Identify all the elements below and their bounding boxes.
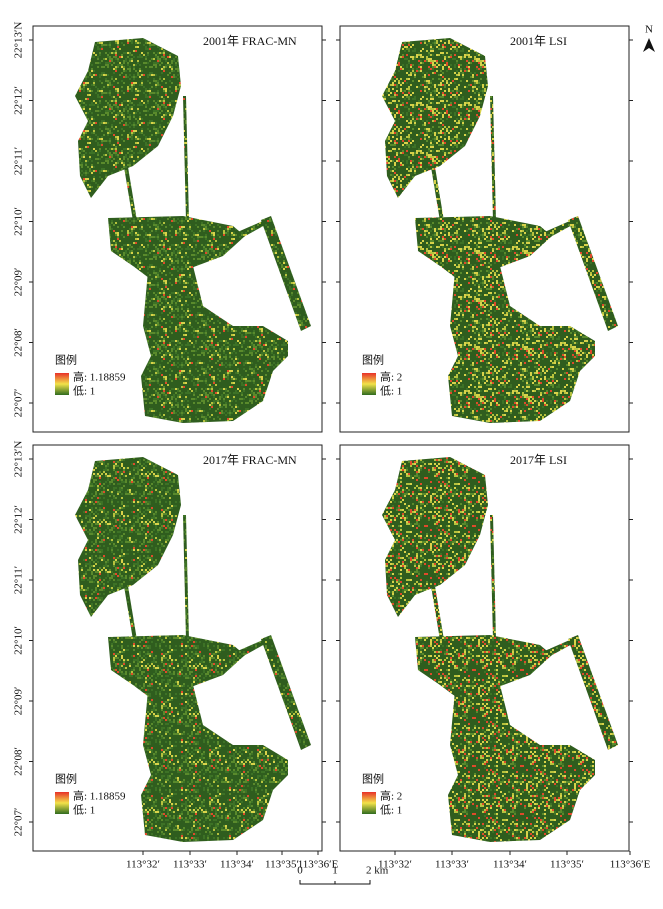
longitude-label: 113°33′	[435, 859, 469, 871]
latitude-label: 22°13′N	[13, 441, 25, 478]
legend-swatch	[55, 792, 69, 814]
legend-high: 高: 2	[380, 370, 402, 384]
latitude-label: 22°08′	[13, 328, 25, 357]
latitude-label: 22°07′	[13, 389, 25, 418]
latitude-label: 22°09′	[13, 268, 25, 297]
longitude-label: 113°32′	[378, 859, 412, 871]
longitude-label: 113°34′	[220, 859, 254, 871]
legend-title: 图例	[362, 353, 384, 367]
scale-label: 1	[332, 865, 338, 877]
longitude-label: 113°36′E	[298, 859, 339, 871]
longitude-label: 113°35′	[265, 859, 299, 871]
legend-high: 高: 2	[380, 789, 402, 803]
panel-frame	[32, 25, 323, 433]
panel-frame	[339, 25, 630, 433]
legend-high: 高: 1.18859	[73, 370, 126, 384]
panel-title: 2017年 LSI	[510, 453, 567, 467]
latitude-label: 22°08′	[13, 747, 25, 776]
latitude-label: 22°10′	[13, 207, 25, 236]
scale-label: 2 km	[366, 865, 389, 877]
legend-low: 低: 1	[73, 385, 95, 398]
scale-bar: 0 1 2 km	[297, 865, 389, 885]
legend-low: 低: 1	[380, 385, 402, 398]
panel-title: 2001年 LSI	[510, 34, 567, 48]
latitude-label: 22°07′	[13, 808, 25, 837]
land-map	[75, 457, 311, 842]
latitude-label: 22°13′N	[13, 22, 25, 59]
map-panel: 2017年 LSI 图例高: 2低: 1	[336, 444, 633, 852]
panel-frame	[32, 444, 323, 852]
legend-title: 图例	[362, 772, 384, 786]
legend-swatch	[362, 373, 376, 395]
latitude-label: 22°12′	[13, 86, 25, 115]
land-map	[382, 457, 618, 842]
legend-high: 高: 1.18859	[73, 789, 126, 803]
latitude-label: 22°12′	[13, 505, 25, 534]
latitude-label: 22°09′	[13, 687, 25, 716]
latitude-label: 22°11′	[13, 147, 25, 175]
legend-low: 低: 1	[73, 804, 95, 817]
longitude-label: 113°36′E	[610, 859, 651, 871]
legend-low: 低: 1	[380, 804, 402, 817]
legend-swatch	[55, 373, 69, 395]
north-label: N	[645, 24, 653, 36]
longitude-label: 113°33′	[173, 859, 207, 871]
latitude-label: 22°10′	[13, 626, 25, 655]
legend-swatch	[362, 792, 376, 814]
longitude-label: 113°34′	[493, 859, 527, 871]
panel-title: 2001年 FRAC-MN	[203, 34, 297, 48]
map-panel: 2001年 LSI 图例高: 2低: 1	[336, 25, 633, 433]
longitude-label: 113°32′	[126, 859, 160, 871]
land-map	[75, 38, 311, 423]
panel-title: 2017年 FRAC-MN	[203, 453, 297, 467]
north-arrow-icon	[643, 38, 655, 52]
latitude-label: 22°11′	[13, 566, 25, 594]
scale-label: 0	[297, 865, 303, 877]
longitude-label: 113°35′	[550, 859, 584, 871]
land-map	[382, 38, 618, 423]
north-arrow: N	[643, 24, 655, 52]
legend-title: 图例	[55, 353, 77, 367]
legend-title: 图例	[55, 772, 77, 786]
panel-frame	[339, 444, 630, 852]
